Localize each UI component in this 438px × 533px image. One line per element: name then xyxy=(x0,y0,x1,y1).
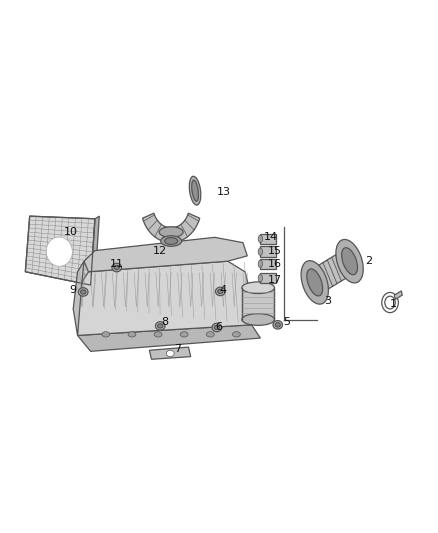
Text: 15: 15 xyxy=(268,246,282,256)
Text: 5: 5 xyxy=(283,317,290,327)
Ellipse shape xyxy=(301,261,328,304)
Text: 7: 7 xyxy=(174,344,181,354)
Ellipse shape xyxy=(159,227,183,237)
Polygon shape xyxy=(78,325,260,351)
Ellipse shape xyxy=(212,323,222,332)
Text: 12: 12 xyxy=(153,246,167,256)
Polygon shape xyxy=(394,291,402,300)
Polygon shape xyxy=(260,233,276,244)
Text: 8: 8 xyxy=(161,317,168,327)
Polygon shape xyxy=(242,288,275,319)
Ellipse shape xyxy=(102,332,110,337)
Text: 13: 13 xyxy=(216,187,230,197)
Polygon shape xyxy=(73,261,84,335)
Ellipse shape xyxy=(78,288,88,296)
Ellipse shape xyxy=(189,176,201,205)
Ellipse shape xyxy=(336,239,363,283)
Polygon shape xyxy=(310,249,354,294)
Text: 14: 14 xyxy=(264,232,278,243)
Ellipse shape xyxy=(180,332,188,337)
Polygon shape xyxy=(260,273,276,284)
Polygon shape xyxy=(260,246,276,257)
Polygon shape xyxy=(78,261,252,335)
Text: 2: 2 xyxy=(366,256,373,266)
Ellipse shape xyxy=(215,287,225,296)
Ellipse shape xyxy=(158,324,163,328)
Ellipse shape xyxy=(342,248,357,274)
Text: 6: 6 xyxy=(215,322,223,333)
Ellipse shape xyxy=(112,263,121,272)
Ellipse shape xyxy=(218,289,223,294)
Ellipse shape xyxy=(242,314,275,325)
Text: 3: 3 xyxy=(324,296,331,306)
Ellipse shape xyxy=(128,332,136,337)
Polygon shape xyxy=(260,259,276,269)
Ellipse shape xyxy=(206,332,214,337)
Text: 4: 4 xyxy=(220,285,227,295)
Ellipse shape xyxy=(166,350,174,357)
Ellipse shape xyxy=(233,332,240,337)
Polygon shape xyxy=(84,237,247,272)
Ellipse shape xyxy=(46,237,72,266)
Text: 1: 1 xyxy=(389,298,396,309)
Polygon shape xyxy=(91,216,99,285)
Ellipse shape xyxy=(258,274,262,282)
Polygon shape xyxy=(142,213,200,243)
Ellipse shape xyxy=(242,282,275,294)
Ellipse shape xyxy=(307,269,323,296)
Ellipse shape xyxy=(258,260,262,268)
Text: 9: 9 xyxy=(70,285,77,295)
Ellipse shape xyxy=(155,321,165,330)
Ellipse shape xyxy=(114,265,119,270)
Polygon shape xyxy=(149,347,191,359)
Text: 16: 16 xyxy=(268,259,282,269)
Ellipse shape xyxy=(214,325,219,329)
Ellipse shape xyxy=(192,180,198,201)
Ellipse shape xyxy=(81,290,86,294)
Ellipse shape xyxy=(161,236,182,246)
Ellipse shape xyxy=(154,332,162,337)
Text: 17: 17 xyxy=(268,274,282,285)
Text: 11: 11 xyxy=(110,259,124,269)
Ellipse shape xyxy=(165,238,178,245)
Ellipse shape xyxy=(258,248,262,255)
Ellipse shape xyxy=(273,320,283,329)
Ellipse shape xyxy=(275,322,280,327)
Ellipse shape xyxy=(258,235,262,243)
Text: 10: 10 xyxy=(64,227,78,237)
Polygon shape xyxy=(25,216,95,285)
